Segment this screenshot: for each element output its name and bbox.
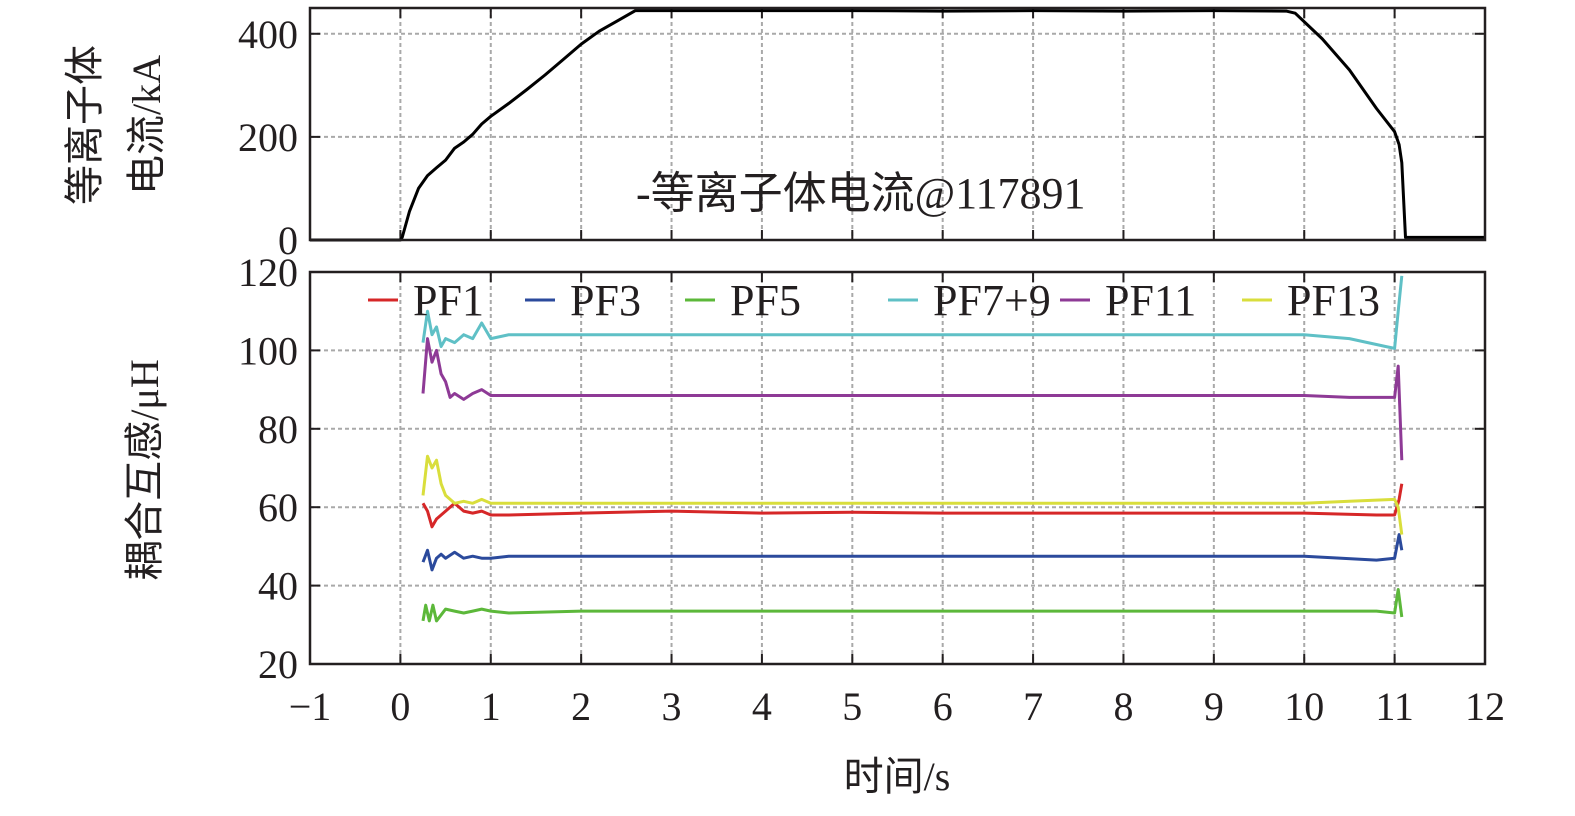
plasma-current-panel: 0 200 400 [238,6,1487,263]
bottom-xtick-label: 11 [1375,684,1414,729]
top-series-117891 [310,9,1485,242]
legend-label: PF13 [1287,276,1380,325]
bottom-ytick-label: 60 [258,485,298,530]
bottom-series-pf3 [421,533,1404,572]
bottom-ytick-label: 100 [238,328,298,373]
top-ytick-label: 200 [238,115,298,160]
top-frame [308,6,1487,242]
bottom-xtick-label: 3 [662,684,682,729]
bottom-xtick-label: 9 [1204,684,1224,729]
bottom-series-pf1 [421,483,1404,529]
top-ylabel-line1: 等离子体 [62,45,107,205]
bottom-ytick-label: 120 [238,250,298,295]
bottom-ytick-label: 20 [258,642,298,687]
bottom-series-pf11 [421,337,1404,461]
bottom-series-pf5 [421,588,1404,623]
bottom-xtick-label: 5 [842,684,862,729]
bottom-series-pf13 [421,454,1404,535]
bottom-xtick-label: 1 [481,684,501,729]
top-ylabel-line2: 电流/kA [124,55,169,195]
legend-label: PF5 [730,276,801,325]
bottom-xtick-label: −1 [289,684,332,729]
bottom-xtick-label: 6 [933,684,953,729]
bottom-xtick-label: 8 [1113,684,1133,729]
top-ytick-label: 400 [238,12,298,57]
bottom-xtick-label: 10 [1284,684,1324,729]
top-ytick-label: 0 [278,218,298,263]
bottom-ytick-label: 80 [258,407,298,452]
bottom-frame [308,270,1487,666]
bottom-ylabel: 耦合互感/μH [122,359,167,580]
legend-label: PF11 [1105,276,1196,325]
x-axis-label: 时间/s [844,754,951,799]
bottom-xtick-label: 7 [1023,684,1043,729]
bottom-xtick-label: 12 [1465,684,1505,729]
bottom-ytick-label: 40 [258,564,298,609]
legend-label: PF3 [570,276,641,325]
legend-label: PF1 [413,276,484,325]
bottom-xtick-label: 0 [390,684,410,729]
bottom-series-pf79 [421,275,1404,350]
bottom-xtick-label: 2 [571,684,591,729]
legend-label: PF7+9 [933,276,1051,325]
plasma-current-annotation: -等离子体电流@117891 [636,169,1086,218]
bottom-xtick-label: 4 [752,684,772,729]
